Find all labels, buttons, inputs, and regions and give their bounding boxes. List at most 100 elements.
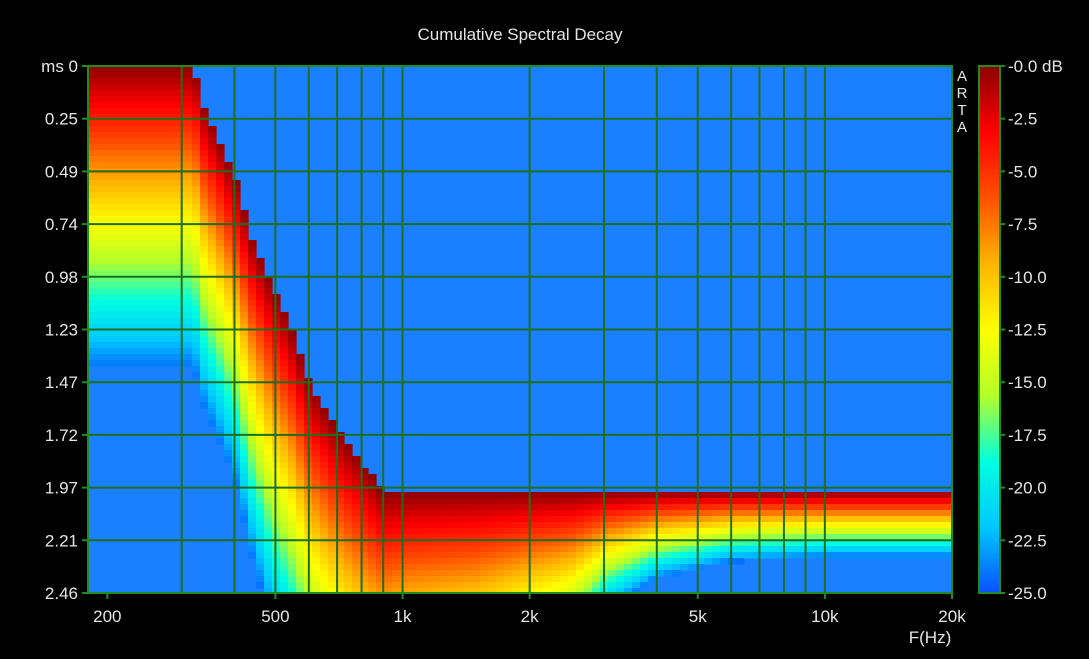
heatmap-cell bbox=[240, 324, 249, 331]
heatmap-cell bbox=[520, 576, 529, 583]
heatmap-cell bbox=[264, 300, 273, 307]
heatmap-cell bbox=[520, 558, 529, 565]
heatmap-cell bbox=[112, 318, 121, 325]
heatmap-cell bbox=[176, 198, 185, 205]
heatmap-cell bbox=[320, 522, 329, 529]
heatmap-cell bbox=[112, 288, 121, 295]
heatmap-cell bbox=[224, 342, 233, 349]
heatmap-cell bbox=[200, 342, 209, 349]
heatmap-cell bbox=[696, 516, 705, 523]
heatmap-cell bbox=[280, 360, 289, 367]
heatmap-cell bbox=[352, 516, 361, 523]
heatmap-cell bbox=[256, 540, 265, 547]
heatmap-cell bbox=[160, 216, 169, 223]
heatmap-cell bbox=[104, 228, 113, 235]
heatmap-cell bbox=[888, 546, 897, 553]
heatmap-cell bbox=[280, 474, 289, 481]
heatmap-cell bbox=[656, 492, 665, 499]
heatmap-cell bbox=[256, 558, 265, 565]
heatmap-cell bbox=[936, 540, 945, 547]
heatmap-cell bbox=[560, 582, 569, 589]
heatmap-cell bbox=[208, 216, 217, 223]
heatmap-cell bbox=[360, 498, 369, 505]
heatmap-cell bbox=[96, 222, 105, 229]
heatmap-cell bbox=[144, 228, 153, 235]
heatmap-cell bbox=[776, 546, 785, 553]
heatmap-cell bbox=[384, 516, 393, 523]
heatmap-cell bbox=[312, 576, 321, 583]
heatmap-cell bbox=[856, 522, 865, 529]
heatmap-cell bbox=[448, 498, 457, 505]
heatmap-cell bbox=[216, 408, 225, 415]
heatmap-cell bbox=[224, 426, 233, 433]
heatmap-cell bbox=[480, 546, 489, 553]
heatmap-cell bbox=[920, 492, 929, 499]
heatmap-cell bbox=[320, 564, 329, 571]
heatmap-cell bbox=[344, 588, 353, 594]
x-tick-label: 2k bbox=[521, 607, 539, 626]
heatmap-cell bbox=[616, 582, 625, 589]
heatmap-cell bbox=[168, 66, 177, 73]
heatmap-cell bbox=[256, 486, 265, 493]
heatmap-cell bbox=[224, 414, 233, 421]
heatmap-cell bbox=[576, 516, 585, 523]
heatmap-cell bbox=[152, 84, 161, 91]
heatmap-cell bbox=[704, 528, 713, 535]
heatmap-cell bbox=[184, 348, 193, 355]
heatmap-cell bbox=[560, 498, 569, 505]
heatmap-cell bbox=[784, 492, 793, 499]
heatmap-cell bbox=[96, 318, 105, 325]
heatmap-cell bbox=[208, 276, 217, 283]
heatmap-cell bbox=[208, 192, 217, 199]
heatmap-cell bbox=[88, 276, 97, 283]
heatmap-cell bbox=[232, 288, 241, 295]
heatmap-cell bbox=[376, 564, 385, 571]
heatmap-cell bbox=[320, 450, 329, 457]
heatmap-cell bbox=[352, 570, 361, 577]
heatmap-cell bbox=[256, 414, 265, 421]
heatmap-cell bbox=[256, 528, 265, 535]
heatmap-cell bbox=[336, 474, 345, 481]
heatmap-cell bbox=[424, 522, 433, 529]
heatmap-cell bbox=[160, 228, 169, 235]
heatmap-cell bbox=[328, 546, 337, 553]
heatmap-cell bbox=[824, 516, 833, 523]
heatmap-cell bbox=[264, 366, 273, 373]
heatmap-cell bbox=[112, 300, 121, 307]
heatmap-cell bbox=[152, 108, 161, 115]
heatmap-cell bbox=[616, 528, 625, 535]
heatmap-cell bbox=[800, 528, 809, 535]
grid bbox=[88, 65, 952, 594]
heatmap-cell bbox=[240, 480, 249, 487]
heatmap-cell bbox=[184, 156, 193, 163]
heatmap-cell bbox=[144, 246, 153, 253]
heatmap-cell bbox=[296, 588, 305, 594]
heatmap-cell bbox=[704, 516, 713, 523]
heatmap-cell bbox=[96, 120, 105, 127]
heatmap-cell bbox=[168, 156, 177, 163]
heatmap-cell bbox=[784, 522, 793, 529]
heatmap-cell bbox=[104, 78, 113, 85]
heatmap-cell bbox=[560, 516, 569, 523]
heatmap-cell bbox=[664, 498, 673, 505]
heatmap-cell bbox=[480, 552, 489, 559]
heatmap-cell bbox=[136, 72, 145, 79]
heatmap-cell bbox=[664, 540, 673, 547]
heatmap-cell bbox=[728, 546, 737, 553]
heatmap-cell bbox=[144, 162, 153, 169]
heatmap-cell bbox=[352, 558, 361, 565]
heatmap-cell bbox=[448, 504, 457, 511]
heatmap-cell bbox=[128, 204, 137, 211]
heatmap-cell bbox=[784, 540, 793, 547]
heatmap-cell bbox=[176, 204, 185, 211]
heatmap-cell bbox=[608, 588, 617, 594]
heatmap-cell bbox=[784, 528, 793, 535]
heatmap-cell bbox=[280, 336, 289, 343]
heatmap-cell bbox=[176, 330, 185, 337]
heatmap-cell bbox=[104, 186, 113, 193]
heatmap-cell bbox=[528, 558, 537, 565]
heatmap-cell bbox=[184, 228, 193, 235]
heatmap-cell bbox=[424, 576, 433, 583]
heatmap-cell bbox=[672, 540, 681, 547]
heatmap-cell bbox=[168, 300, 177, 307]
